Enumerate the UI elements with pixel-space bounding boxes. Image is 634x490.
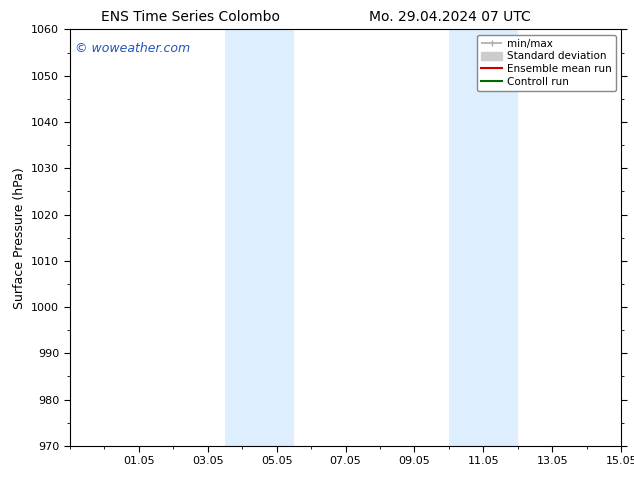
Bar [225,29,294,446]
Bar [449,29,518,446]
Y-axis label: Surface Pressure (hPa): Surface Pressure (hPa) [13,167,25,309]
Text: © woweather.com: © woweather.com [75,42,190,55]
Text: Mo. 29.04.2024 07 UTC: Mo. 29.04.2024 07 UTC [369,10,531,24]
Text: ENS Time Series Colombo: ENS Time Series Colombo [101,10,280,24]
Legend: min/max, Standard deviation, Ensemble mean run, Controll run: min/max, Standard deviation, Ensemble me… [477,35,616,91]
